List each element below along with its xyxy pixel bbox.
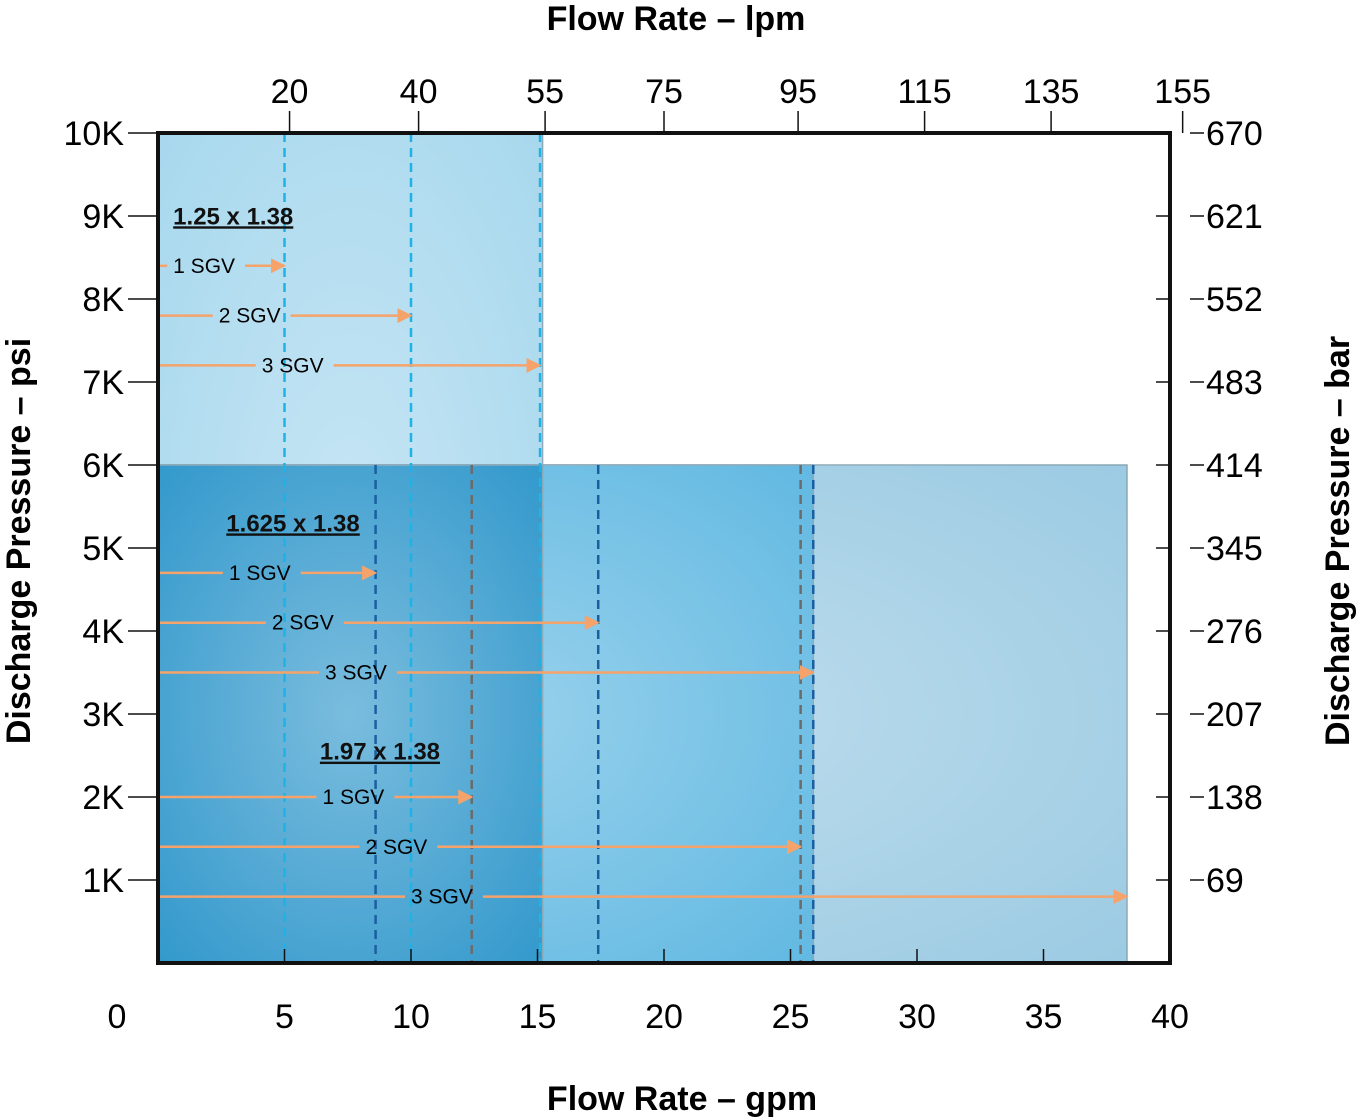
- left-tick-label-3: 4K: [82, 613, 124, 651]
- left-tick-label-6: 7K: [82, 364, 124, 402]
- left-tick-label-2: 3K: [82, 696, 124, 734]
- right-tick-label-6: 483: [1206, 364, 1263, 402]
- right-tick-label-3: 276: [1206, 613, 1263, 651]
- bottom-axis-title: Flow Rate – gpm: [547, 1080, 817, 1118]
- top-tick-label-1: 40: [400, 73, 438, 111]
- left-tick-label-5: 6K: [82, 447, 124, 485]
- bottom-tick-label-8: 40: [1151, 998, 1189, 1036]
- bottom-tick-label-4: 20: [645, 998, 683, 1036]
- pump-size-label-3: 1.97 x 1.38: [320, 739, 440, 766]
- right-tick-label-2: 207: [1206, 696, 1263, 734]
- right-axis-title: Discharge Pressure – bar: [1319, 336, 1357, 746]
- right-tick-label-9: 670: [1206, 115, 1263, 153]
- right-tick-label-8: 621: [1206, 198, 1263, 236]
- sgv-label-1-2: 2 SGV: [219, 305, 281, 328]
- pump-size-labels: 1.25 x 1.38 1.625 x 1.38 1.97 x 1.38: [173, 203, 440, 765]
- sgv-label-2-2: 2 SGV: [272, 612, 334, 635]
- bottom-tick-label-1: 5: [275, 998, 294, 1036]
- pump-size-label-1: 1.25 x 1.38: [173, 203, 293, 230]
- top-axis-title: Flow Rate – lpm: [547, 0, 806, 38]
- bottom-tick-label-0: 0: [108, 998, 127, 1036]
- sgv-label-2-3: 3 SGV: [325, 662, 387, 685]
- left-tick-label-8: 9K: [82, 198, 124, 236]
- top-tick-label-4: 95: [779, 73, 817, 111]
- right-tick-label-4: 345: [1206, 530, 1263, 568]
- pump-size-label-2: 1.625 x 1.38: [226, 510, 359, 537]
- sgv-arrows: 1 SGV 2 SGV 3 SGV 1 SGV 2 SGV 3 SGV 1 SGV 2 SGV…: [160, 255, 1129, 909]
- bottom-tick-label-2: 10: [392, 998, 430, 1036]
- top-tick-label-5: 115: [897, 73, 951, 111]
- operating-regions: [157, 132, 1128, 964]
- bottom-tick-label-6: 30: [898, 998, 936, 1036]
- right-tick-label-1: 138: [1206, 779, 1263, 817]
- left-tick-label-1: 2K: [82, 779, 124, 817]
- bottom-tick-label-3: 15: [519, 998, 557, 1036]
- left-tick-label-0: 1K: [82, 862, 124, 900]
- sgv-label-2-1: 1 SGV: [229, 562, 291, 585]
- sgv-label-3-1: 1 SGV: [322, 786, 384, 809]
- left-axis-title: Discharge Pressure – psi: [0, 338, 38, 744]
- top-tick-label-2: 55: [526, 73, 564, 111]
- top-tick-label-3: 75: [645, 73, 683, 111]
- sgv-label-3-3: 3 SGV: [411, 886, 473, 909]
- top-tick-label-0: 20: [271, 73, 309, 111]
- left-tick-label-9: 10K: [64, 115, 125, 153]
- top-tick-label-7: 155: [1154, 73, 1211, 111]
- bottom-tick-label-7: 35: [1025, 998, 1063, 1036]
- sgv-label-1-1: 1 SGV: [173, 255, 235, 278]
- sgv-label-3-2: 2 SGV: [365, 836, 427, 859]
- axis-ticks: 0 5 10 15 20 25 30 35 40 20 40 55 75 95 115 135 155 1K 2K 3…: [64, 73, 1263, 1036]
- bottom-tick-label-5: 25: [772, 998, 810, 1036]
- sgv-label-1-3: 3 SGV: [262, 354, 324, 377]
- left-tick-label-4: 5K: [82, 530, 124, 568]
- right-tick-label-7: 552: [1206, 281, 1263, 319]
- left-tick-label-7: 8K: [82, 281, 124, 319]
- right-tick-label-0: 69: [1206, 862, 1244, 900]
- top-tick-label-6: 135: [1023, 73, 1080, 111]
- region-4-shade: [158, 465, 543, 963]
- right-tick-label-5: 414: [1206, 447, 1263, 485]
